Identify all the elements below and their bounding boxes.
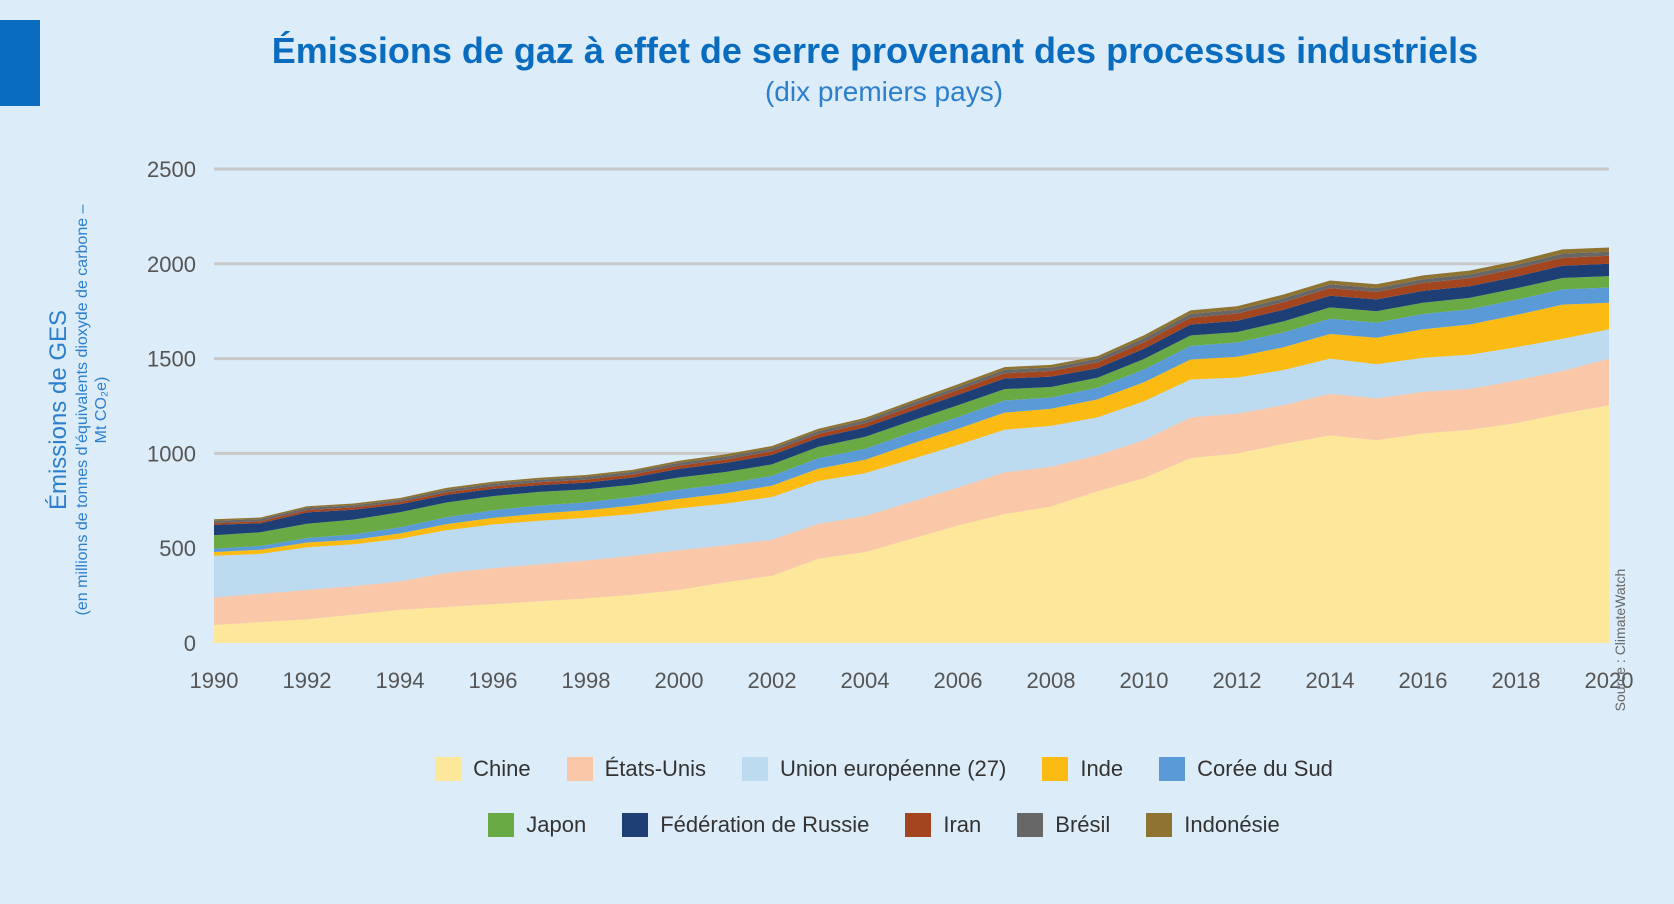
legend-label-1: États-Unis: [604, 755, 707, 781]
corner-accent-block: [0, 20, 40, 106]
x-tick-label-1992: 1992: [283, 668, 332, 693]
legend-row-1: Chine États-Unis Union européenne (27) Inde…: [0, 754, 1674, 782]
chart-title: Émissions de gaz à effet de serre proven…: [271, 30, 1479, 71]
area-series-3: [214, 302, 1609, 556]
legend-item-8: Brésil: [1017, 811, 1110, 838]
area-series-5: [214, 276, 1609, 549]
x-tick-label-2008: 2008: [1027, 668, 1076, 693]
x-tick-label-1996: 1996: [469, 668, 518, 693]
y-tick-label-2000: 2000: [147, 252, 196, 277]
x-tick-label-2002: 2002: [748, 668, 797, 693]
y-tick-labels: 0 500 1000 1500 2000 2500: [147, 157, 196, 656]
legend-label-6: Fédération de Russie: [660, 811, 870, 837]
x-tick-labels: 1990 1992 1994 1996 1998 2000 2002 2004 2006 2008…: [190, 668, 1634, 693]
legend-item-5: Japon: [488, 811, 586, 838]
legend-swatch-7: [905, 812, 932, 837]
legend-item-4: Corée du Sud: [1159, 755, 1333, 782]
legend-label-9: Indonésie: [1184, 811, 1280, 837]
area-series-0: [214, 405, 1609, 643]
legend-swatch-0: [435, 756, 462, 781]
legend-item-9: Indonésie: [1146, 811, 1280, 838]
legend-swatch-5: [488, 812, 515, 837]
legend-label-2: Union européenne (27): [780, 755, 1007, 781]
x-tick-label-2020: 2020: [1585, 668, 1634, 693]
legend-label-3: Inde: [1080, 755, 1124, 781]
x-tick-label-2012: 2012: [1213, 668, 1262, 693]
legend-label-0: Chine: [473, 755, 531, 781]
area-series-2: [214, 329, 1609, 598]
legend-label-5: Japon: [526, 811, 587, 837]
legend-swatch-8: [1017, 812, 1044, 837]
legend-item-2: Union européenne (27): [742, 755, 1006, 782]
y-tick-label-500: 500: [159, 536, 196, 561]
y-tick-label-0: 0: [184, 631, 196, 656]
legend-swatch-9: [1146, 812, 1173, 837]
x-tick-label-2018: 2018: [1492, 668, 1541, 693]
y-tick-label-1000: 1000: [147, 441, 196, 466]
area-series-7: [214, 255, 1609, 525]
legend-swatch-6: [622, 812, 649, 837]
legend-swatch-4: [1159, 756, 1186, 781]
y-tick-label-2500: 2500: [147, 157, 196, 182]
x-tick-label-2010: 2010: [1120, 668, 1169, 693]
x-tick-label-2014: 2014: [1306, 668, 1355, 693]
x-tick-label-2000: 2000: [655, 668, 704, 693]
area-series: [214, 247, 1609, 643]
source-note: Source : ClimateWatch: [1612, 568, 1628, 712]
legend-item-3: Inde: [1042, 755, 1123, 782]
area-series-1: [214, 358, 1609, 625]
legend-item-7: Iran: [905, 811, 981, 838]
legend-item-0: Chine: [435, 755, 531, 782]
legend-row-2: Japon Fédération de Russie Iran Brésil Indon…: [0, 810, 1674, 838]
legend-swatch-3: [1042, 756, 1069, 781]
x-tick-label-2006: 2006: [934, 668, 983, 693]
area-series-4: [214, 287, 1609, 552]
x-tick-label-1990: 1990: [190, 668, 239, 693]
legend-item-1: États-Unis: [566, 755, 707, 782]
area-series-6: [214, 263, 1609, 536]
x-tick-label-1994: 1994: [376, 668, 425, 693]
legend-swatch-2: [742, 756, 769, 781]
x-tick-label-2016: 2016: [1399, 668, 1448, 693]
chart-subtitle: (dix premiers pays): [764, 76, 1004, 107]
legend-item-6: Fédération de Russie: [622, 811, 869, 838]
legend-label-7: Iran: [943, 811, 982, 837]
x-tick-label-1998: 1998: [562, 668, 611, 693]
legend-label-8: Brésil: [1055, 811, 1111, 837]
legend-swatch-1: [566, 756, 593, 781]
legend-label-4: Corée du Sud: [1197, 755, 1333, 781]
x-tick-label-2004: 2004: [841, 668, 890, 693]
y-tick-label-1500: 1500: [147, 347, 196, 372]
